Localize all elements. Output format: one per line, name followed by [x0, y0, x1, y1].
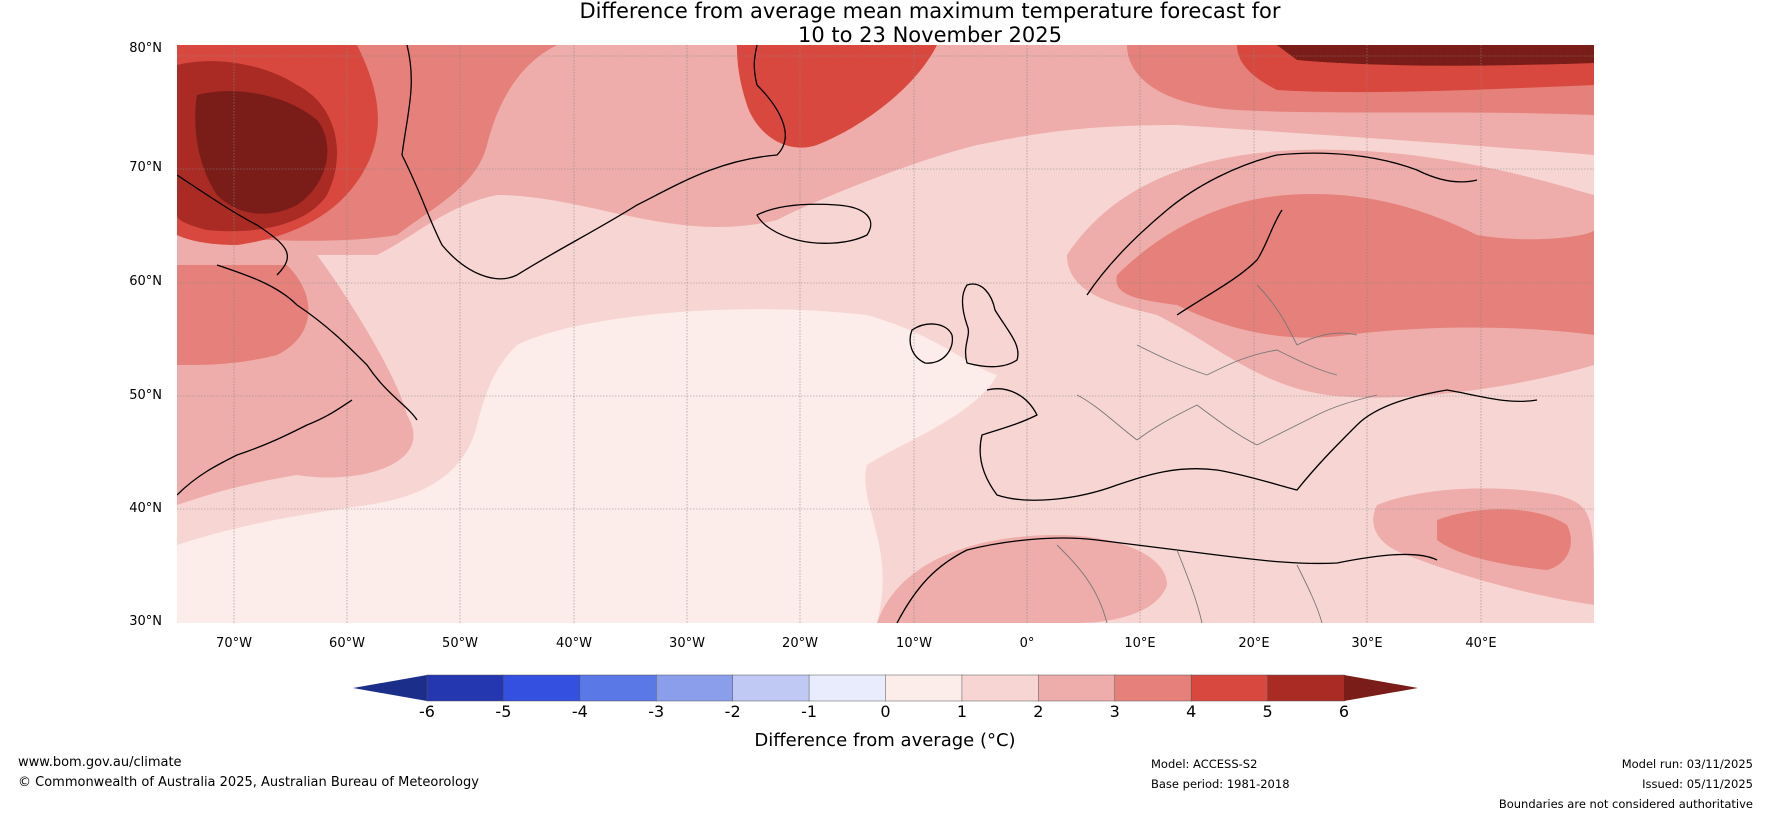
colorbar-tick-label: 6: [1338, 702, 1350, 721]
colorbar-tick-label: 4: [1186, 702, 1197, 721]
colorbar-tick-label: 5: [1262, 702, 1273, 721]
europe-coastline: [979, 388, 1538, 501]
lat-label-70n: 70°N: [129, 160, 162, 175]
lon-label-30e: 30°E: [1351, 636, 1383, 651]
footer-model-run: Model run: 03/11/2025: [1621, 757, 1753, 771]
baffin-coastline: [177, 174, 289, 276]
colorbar-bin: [656, 674, 734, 702]
lon-label-70w: 70°W: [216, 636, 252, 651]
colorbar-bin: [885, 674, 963, 702]
colorbar-tick-label: 2: [1033, 702, 1044, 721]
map-canvas: [177, 45, 1594, 623]
anomaly-2-3-north-africa: [877, 535, 1167, 623]
graticule: [177, 45, 1594, 623]
colorbar-tick-label: 1: [956, 702, 967, 721]
labrador-coastline: [216, 264, 418, 421]
lon-label-60w: 60°W: [329, 636, 365, 651]
colorbar-tick-label: 3: [1109, 702, 1120, 721]
colorbar-tick-label: -2: [724, 702, 741, 721]
footer-disclaimer: Boundaries are not considered authoritat…: [1498, 797, 1753, 811]
colorbar-bin: [1267, 674, 1345, 702]
lat-label-40n: 40°N: [129, 501, 162, 516]
footer-copyright: © Commonwealth of Australia 2025, Austra…: [18, 775, 479, 790]
anomaly-3-4-middle-east: [1437, 509, 1571, 570]
map-title-line1: Difference from average mean maximum tem…: [579, 0, 1281, 23]
footer-issued: Issued: 05/11/2025: [1642, 777, 1753, 791]
lon-label-40e: 40°E: [1465, 636, 1497, 651]
anomaly-above-6-greenland: [195, 91, 328, 214]
iceland-coastline: [756, 203, 872, 244]
forecast-map: [177, 45, 1594, 623]
ireland-coastline: [909, 323, 954, 364]
anomaly-0-1-atlantic: [177, 309, 997, 623]
colorbar-bin: [426, 674, 505, 702]
colorbar-tick-label: -5: [495, 702, 512, 721]
colorbar-bin: [1114, 674, 1192, 702]
colorbar-title: Difference from average (°C): [754, 730, 1016, 751]
lon-label-0: 0°: [1019, 636, 1035, 651]
anomaly-above-6-arctic: [1277, 45, 1594, 66]
greenland-coastline: [401, 45, 786, 280]
lon-label-40w: 40°W: [556, 636, 592, 651]
great-britain-coastline: [961, 283, 1019, 368]
colorbar-bin: [1038, 674, 1116, 702]
colorbar-bin: [961, 674, 1040, 702]
anomaly-3-4-scandinavia: [1116, 194, 1594, 338]
colorbar-bin: [1190, 674, 1269, 702]
colorbar-tick-label: -3: [648, 702, 665, 721]
lon-label-10e: 10°E: [1124, 636, 1156, 651]
colorbar-tick-label: -6: [419, 702, 435, 721]
colorbar-bin: [579, 674, 657, 702]
colorbar-tick-label: 0: [880, 702, 891, 721]
lat-label-80n: 80°N: [129, 41, 162, 56]
lat-label-30n: 30°N: [129, 614, 162, 629]
north-africa-coastline: [896, 537, 1438, 623]
colorbar-bin: [732, 674, 810, 702]
map-title: Difference from average mean maximum tem…: [0, 0, 1770, 47]
map-title-line2: 10 to 23 November 2025: [798, 23, 1062, 47]
colorbar-above-max-arrow: [1344, 675, 1418, 701]
coastlines: [177, 45, 1538, 623]
colorbar-tick-label: -1: [801, 702, 818, 721]
lon-label-30w: 30°W: [669, 636, 705, 651]
scandinavia-coastline: [1086, 152, 1478, 316]
north-america-east-coast: [177, 399, 353, 496]
lon-label-10w: 10°W: [896, 636, 932, 651]
footer-model: Model: ACCESS-S2: [1151, 757, 1258, 771]
colorbar-bin: [808, 674, 887, 702]
country-borders: [1056, 284, 1378, 623]
colorbar-below-min-arrow: [353, 675, 427, 701]
lat-label-50n: 50°N: [129, 388, 162, 403]
lon-label-20w: 20°W: [782, 636, 818, 651]
lon-label-20e: 20°E: [1238, 636, 1270, 651]
colorbar: [353, 674, 1418, 702]
lat-label-60n: 60°N: [129, 274, 162, 289]
colorbar-bin: [503, 674, 581, 702]
footer-website: www.bom.gov.au/climate: [18, 755, 182, 770]
anomaly-3-4-labrador: [177, 265, 309, 365]
colorbar-tick-label: -4: [571, 702, 588, 721]
anomaly-4-5-east-greenland: [737, 45, 937, 148]
lon-label-50w: 50°W: [442, 636, 478, 651]
footer-base-period: Base period: 1981-2018: [1151, 777, 1290, 791]
colorbar-bins: [426, 674, 1345, 702]
